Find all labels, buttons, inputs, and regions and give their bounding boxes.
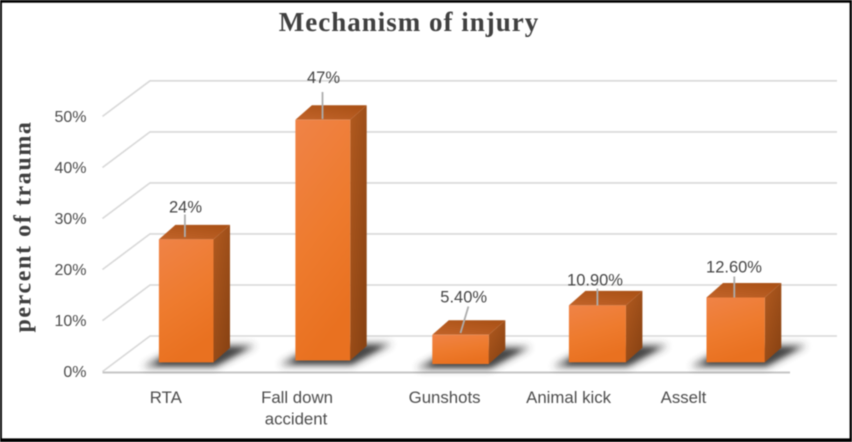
svg-text:12.60%: 12.60%	[706, 259, 762, 277]
svg-text:5.40%: 5.40%	[440, 289, 487, 307]
svg-text:0%: 0%	[63, 364, 86, 381]
svg-text:RTA: RTA	[150, 388, 183, 407]
svg-text:Fall down: Fall down	[261, 388, 333, 407]
svg-text:percent of trauma: percent of trauma	[11, 120, 37, 332]
svg-text:Gunshots: Gunshots	[409, 388, 481, 407]
svg-text:30%: 30%	[54, 211, 86, 228]
svg-text:40%: 40%	[54, 160, 86, 177]
svg-text:24%: 24%	[169, 199, 202, 217]
svg-text:Animal kick: Animal kick	[526, 388, 611, 407]
svg-text:10.90%: 10.90%	[567, 272, 623, 290]
svg-text:Asselt: Asselt	[661, 388, 707, 407]
svg-text:10%: 10%	[54, 313, 86, 330]
svg-text:50%: 50%	[54, 109, 86, 126]
svg-text:47%: 47%	[307, 69, 340, 87]
svg-text:Mechanism of injury: Mechanism of injury	[279, 7, 539, 37]
svg-text:20%: 20%	[54, 262, 86, 279]
svg-text:accident: accident	[265, 410, 328, 429]
